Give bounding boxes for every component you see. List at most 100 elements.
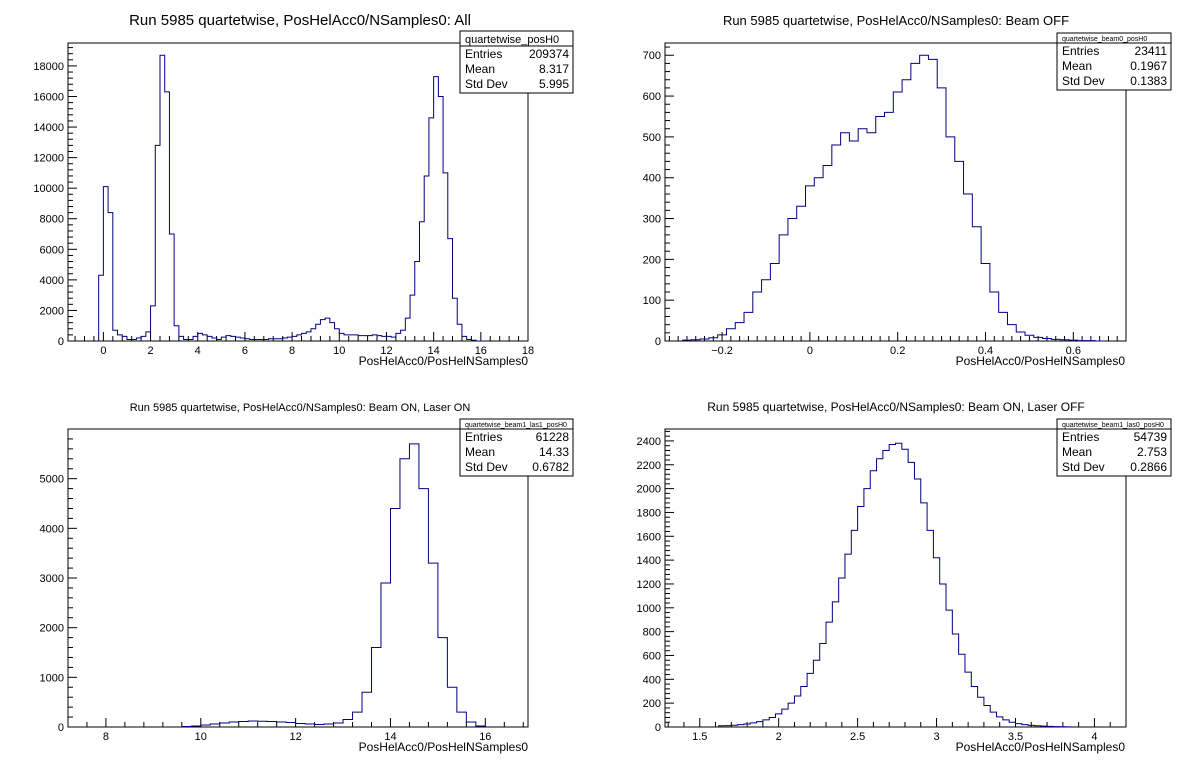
x-axis-label: PosHelAcc0/PosHelNSamples0: [359, 740, 529, 754]
y-tick-label: 16000: [33, 91, 64, 103]
y-tick-label: 0: [58, 336, 64, 348]
x-tick-label: 2.5: [850, 731, 865, 743]
x-axis-label: PosHelAcc0/PosHelNSamples0: [956, 740, 1126, 754]
x-tick-label: 0.2: [890, 345, 905, 357]
stats-label: Entries: [1062, 44, 1099, 58]
x-tick-label: 10: [333, 345, 345, 357]
y-tick-label: 2000: [40, 305, 64, 317]
y-tick-label: 1600: [637, 531, 661, 543]
stats-label: Std Dev: [1062, 74, 1105, 88]
y-tick-label: 10000: [33, 183, 64, 195]
stats-value: 23411: [1135, 44, 1168, 58]
y-tick-label: 5000: [40, 474, 64, 486]
x-tick-label: 4: [1091, 731, 1097, 743]
stats-value: 0.1967: [1130, 59, 1167, 73]
x-tick-label: 18: [522, 345, 534, 357]
y-tick-label: 300: [643, 214, 661, 226]
y-tick-label: 100: [643, 295, 661, 307]
stats-label: Entries: [1062, 430, 1099, 444]
stats-label: Entries: [465, 430, 502, 444]
stats-label: Std Dev: [465, 77, 508, 91]
panel-all: Run 5985 quartetwise, PosHelAcc0/NSample…: [33, 12, 574, 368]
y-tick-label: 18000: [33, 61, 64, 73]
plot-frame: [664, 42, 1127, 342]
plot-area: 0 100 200 300 400 500 600 700 −0.2 0 0.2 0.4 0.6: [643, 42, 1127, 357]
histogram-line: [181, 443, 486, 727]
x-tick-label: 16: [479, 731, 491, 743]
plot-area: 0 1000 2000 3000 4000 5000 8 10 12 14 16: [40, 428, 529, 743]
stats-label: Std Dev: [1062, 460, 1105, 474]
stats-label: Entries: [465, 47, 502, 61]
stats-value: 0.6782: [532, 460, 569, 474]
stats-frame: [459, 30, 574, 94]
plot-frame: [664, 428, 1127, 728]
plot-frame: [67, 428, 529, 728]
histogram-line: [718, 442, 1073, 728]
stats-value: 5.995: [539, 77, 569, 91]
chart-title: Run 5985 quartetwise, PosHelAcc0/NSample…: [129, 12, 471, 29]
x-tick-label: 2: [776, 731, 782, 743]
y-tick-label: 4000: [40, 275, 64, 287]
chart-title: Run 5985 quartetwise, PosHelAcc0/NSample…: [130, 402, 471, 414]
stats-name: quartetwise_beam1_las0_posH0: [1062, 422, 1164, 429]
y-tick-label: 0: [58, 722, 64, 734]
y-tick-label: 200: [643, 254, 661, 266]
panel-beam-on-laser-on: Run 5985 quartetwise, PosHelAcc0/NSample…: [40, 402, 574, 754]
stats-label: Mean: [465, 445, 495, 459]
x-tick-label: 12: [380, 345, 392, 357]
x-tick-label: 12: [290, 731, 302, 743]
y-tick-label: 12000: [33, 153, 64, 165]
stats-value: 209374: [529, 47, 569, 61]
x-tick-label: 0.6: [1066, 345, 1081, 357]
y-tick-label: 700: [643, 50, 661, 62]
x-tick-label: 0: [100, 345, 106, 357]
plot-frame: [67, 42, 529, 342]
y-tick-label: 8000: [40, 214, 64, 226]
chart-title: Run 5985 quartetwise, PosHelAcc0/NSample…: [723, 13, 1069, 28]
y-tick-label: 2200: [637, 460, 661, 472]
x-tick-label: 10: [195, 731, 207, 743]
y-tick-label: 1000: [637, 603, 661, 615]
y-tick-label: 0: [655, 336, 661, 348]
x-tick-label: 0: [807, 345, 813, 357]
y-tick-label: 6000: [40, 244, 64, 256]
plot-area: 0 200 400 600 800 1000 1200 1400 1600 1800 2000 220…: [637, 428, 1127, 743]
stats-value: 0.2866: [1130, 460, 1167, 474]
y-tick-label: 3000: [40, 573, 64, 585]
stats-value: 2.753: [1137, 445, 1167, 459]
y-tick-label: 14000: [33, 122, 64, 134]
stats-name: quartetwise_beam1_las1_posH0: [465, 422, 567, 429]
y-tick-label: 2000: [637, 484, 661, 496]
x-tick-label: −0.2: [711, 345, 733, 357]
x-axis-label: PosHelAcc0/PosHelNSamples0: [956, 354, 1126, 368]
y-tick-label: 1000: [40, 672, 64, 684]
y-tick-label: 600: [643, 650, 661, 662]
histogram-line: [682, 54, 1105, 342]
stats-label: Std Dev: [465, 460, 508, 474]
x-tick-label: 4: [195, 345, 201, 357]
stats-label: Mean: [465, 62, 495, 76]
panel-beam-on-laser-off: Run 5985 quartetwise, PosHelAcc0/NSample…: [637, 400, 1172, 754]
panel-beam-off: Run 5985 quartetwise, PosHelAcc0/NSample…: [643, 13, 1172, 368]
y-tick-label: 1800: [637, 507, 661, 519]
stats-label: Mean: [1062, 59, 1092, 73]
y-tick-label: 800: [643, 627, 661, 639]
stats-label: Mean: [1062, 445, 1092, 459]
stats-value: 14.33: [539, 445, 569, 459]
y-tick-label: 200: [643, 698, 661, 710]
chart-title: Run 5985 quartetwise, PosHelAcc0/NSample…: [707, 400, 1085, 414]
stats-value: 8.317: [539, 62, 569, 76]
stats-value: 0.1383: [1130, 74, 1167, 88]
x-tick-label: 3: [933, 731, 939, 743]
y-tick-label: 1400: [637, 555, 661, 567]
y-tick-label: 4000: [40, 523, 64, 535]
y-tick-label: 500: [643, 132, 661, 144]
plot-area: 0200040006000800010000120001400016000180…: [33, 42, 534, 357]
x-tick-label: 0.4: [978, 345, 993, 357]
x-tick-label: 8: [289, 345, 295, 357]
x-tick-label: 16: [475, 345, 487, 357]
stats-name: quartetwise_posH0: [465, 34, 559, 46]
